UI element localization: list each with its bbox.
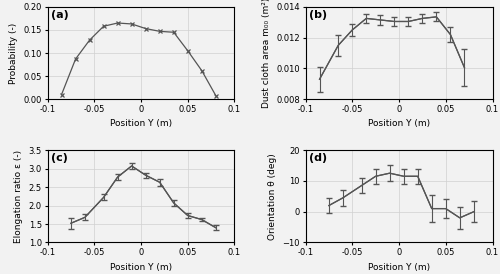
X-axis label: Position Y (m): Position Y (m) — [368, 262, 430, 272]
Y-axis label: Probability (-): Probability (-) — [9, 22, 18, 84]
Text: (a): (a) — [51, 10, 69, 20]
Y-axis label: Dust cloth area m₀₀ (m²): Dust cloth area m₀₀ (m²) — [262, 0, 270, 108]
Text: (b): (b) — [310, 10, 328, 20]
X-axis label: Position Y (m): Position Y (m) — [110, 119, 172, 128]
Text: (c): (c) — [51, 153, 68, 163]
Text: (d): (d) — [310, 153, 328, 163]
Y-axis label: Orientation θ (deg): Orientation θ (deg) — [268, 153, 277, 240]
X-axis label: Position Y (m): Position Y (m) — [110, 262, 172, 272]
X-axis label: Position Y (m): Position Y (m) — [368, 119, 430, 128]
Y-axis label: Elongation ratio ε (-): Elongation ratio ε (-) — [14, 150, 23, 243]
